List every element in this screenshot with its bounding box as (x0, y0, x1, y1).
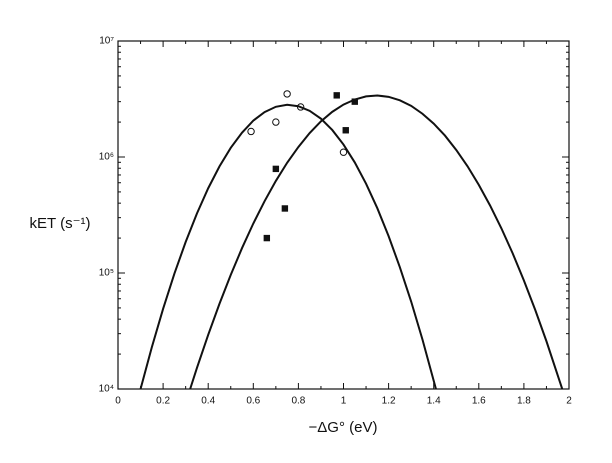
point (272, 165, 280, 173)
y-tick-label: 10⁵ (99, 268, 114, 279)
x-tick-label: 0.4 (201, 396, 215, 407)
x-axis-label: −ΔG° (eV) (309, 419, 378, 436)
point (281, 205, 289, 212)
x-tick-label: 0.6 (246, 396, 260, 407)
point (272, 118, 280, 126)
curve (139, 103, 437, 390)
x-tick-label: 0.8 (291, 396, 305, 407)
y-tick-label: 10⁶ (99, 152, 114, 163)
point (263, 234, 271, 242)
x-tick-label: 1.2 (382, 396, 396, 407)
x-tick-label: 1.4 (427, 396, 441, 407)
x-tick-label: 1.6 (472, 396, 486, 407)
y-axis-label: kET (s⁻¹) (30, 215, 91, 232)
x-tick-label: 0.2 (156, 396, 170, 407)
point (247, 127, 255, 136)
x-tick-label: 2 (566, 396, 572, 407)
point (283, 90, 291, 98)
x-tick-label: 0 (115, 396, 121, 407)
y-tick-label: 10⁴ (99, 384, 114, 395)
plot-frame (117, 40, 570, 390)
x-tick-label: 1.8 (517, 396, 531, 407)
y-tick-label: 10⁷ (99, 36, 114, 47)
x-tick-label: 1 (341, 396, 347, 407)
point (351, 98, 358, 105)
point (339, 148, 348, 156)
point (333, 92, 340, 99)
point (342, 127, 349, 134)
curve (189, 94, 564, 390)
